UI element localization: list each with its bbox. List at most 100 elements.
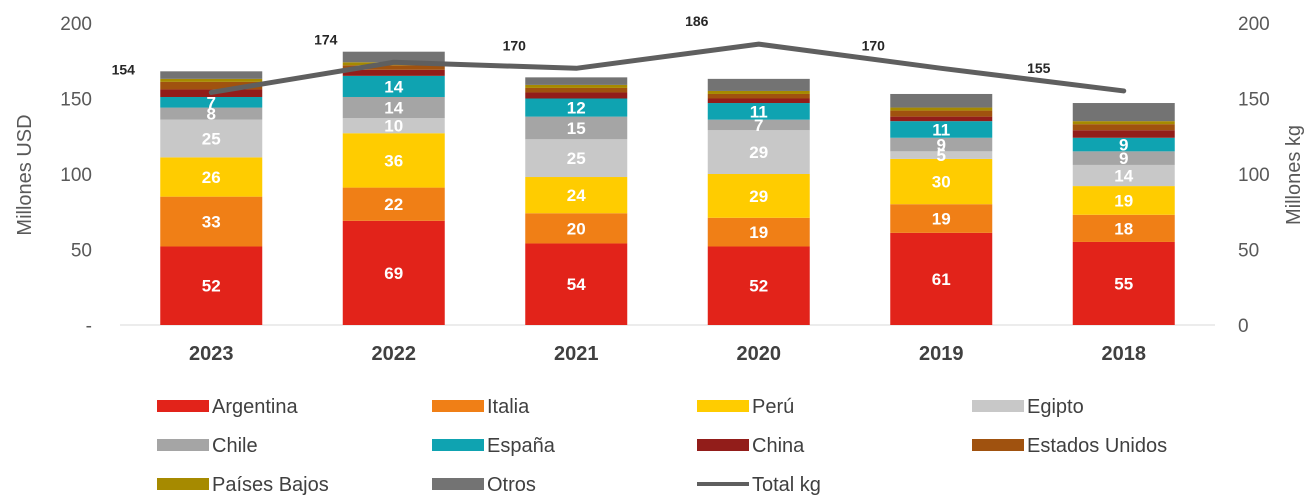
legend-swatch: [697, 400, 749, 412]
total-kg-value-label: 154: [112, 61, 136, 77]
segment-value-label: 55: [1114, 274, 1133, 293]
legend-item: Argentina: [157, 396, 298, 418]
bar-segment: [707, 217, 810, 247]
bar-segment: [890, 158, 993, 205]
bar-segment: [160, 107, 263, 120]
segment-value-label: 11: [750, 102, 768, 121]
legend-label: Argentina: [212, 396, 298, 418]
legend-item: Italia: [432, 396, 530, 418]
legend-item: Otros: [432, 474, 536, 496]
segment-value-label: 24: [567, 186, 586, 205]
bar-segment: [342, 51, 445, 63]
segment-value-label: 26: [202, 168, 221, 187]
legend: Argentina Italia Perú Egipto Chile España Chin…: [157, 396, 1167, 496]
bar-segment: [342, 220, 445, 325]
segment-value-label: 5: [937, 146, 946, 165]
bar-segment: [1072, 130, 1175, 138]
bar-segment: [707, 246, 810, 325]
bar-segment: [707, 103, 810, 120]
bar-segment: [160, 71, 263, 79]
legend-item: Chile: [157, 435, 258, 457]
y-right-tick-label: 150: [1238, 90, 1270, 111]
segment-value-label: 11: [932, 120, 950, 139]
segment-value-label: 52: [749, 277, 768, 296]
legend-label: España: [487, 435, 556, 457]
legend-item: Total kg: [697, 474, 821, 496]
legend-swatch: [697, 439, 749, 451]
segment-value-label: 19: [932, 210, 951, 229]
bar-segment: [707, 119, 810, 131]
legend-label: Italia: [487, 396, 530, 418]
segment-value-label: 22: [384, 195, 403, 214]
legend-swatch: [432, 478, 484, 490]
bar-segment: [1072, 164, 1175, 187]
total-kg-value-label: 170: [862, 37, 886, 53]
bar-segment: [1072, 137, 1175, 152]
bar-segment: [342, 96, 445, 119]
legend-swatch: [432, 400, 484, 412]
segment-value-label: 33: [202, 213, 221, 232]
bar-segment: [707, 174, 810, 218]
segment-value-label: 7: [207, 93, 216, 112]
segment-value-label: 9: [1119, 136, 1128, 155]
legend-label: Estados Unidos: [1027, 435, 1167, 457]
y-left-tick-label: 100: [60, 165, 92, 186]
segment-value-label: 9: [937, 136, 946, 155]
segment-value-label: 54: [567, 275, 586, 294]
legend-label: Chile: [212, 435, 258, 457]
segment-value-label: 19: [749, 223, 768, 242]
bar-segment: [1072, 241, 1175, 325]
segment-value-label: 14: [384, 99, 403, 118]
bar-segment: [707, 98, 810, 104]
segment-value-label: 9: [1119, 149, 1128, 168]
bar-segment: [890, 232, 993, 325]
bar-segment: [707, 130, 810, 174]
bar-segment: [160, 81, 263, 90]
bar-segment: [707, 93, 810, 99]
x-category-label: 2021: [554, 343, 599, 365]
segment-value-label: 20: [567, 219, 586, 238]
legend-item: Estados Unidos: [972, 435, 1167, 457]
bar-segment: [525, 139, 628, 178]
segment-value-label: 15: [567, 119, 586, 138]
segment-labels: 5233262587692236101414542024251512521929…: [202, 77, 1134, 295]
y-axis-left-ticks: - 50 100 150 200: [60, 14, 92, 337]
total-kg-value-label: 186: [685, 13, 709, 29]
bar-segment: [525, 116, 628, 140]
bar-segment: [890, 204, 993, 233]
x-category-label: 2023: [189, 343, 234, 365]
legend-item: Perú: [697, 396, 794, 418]
legend-swatch: [157, 439, 209, 451]
y-axis-left-title: Millones USD: [14, 114, 36, 235]
legend-swatch: [157, 400, 209, 412]
legend-item: España: [432, 435, 556, 457]
bar-segment: [525, 77, 628, 85]
bar-segment: [525, 177, 628, 214]
x-category-label: 2018: [1102, 343, 1147, 365]
segment-value-label: 25: [202, 130, 221, 149]
bar-segment: [1072, 214, 1175, 242]
bar-segment: [1072, 121, 1175, 125]
bar-segment: [160, 196, 263, 247]
legend-swatch: [432, 439, 484, 451]
y-axis-right-ticks: 0 50 100 150 200: [1238, 14, 1270, 337]
x-category-label: 2022: [372, 343, 417, 365]
segment-value-label: 69: [384, 264, 403, 283]
legend-swatch: [157, 478, 209, 490]
legend-label: Perú: [752, 396, 794, 418]
bar-segment: [342, 187, 445, 221]
bar-segment: [342, 133, 445, 188]
bar-segment: [890, 107, 993, 111]
y-left-tick-label: 50: [71, 241, 92, 262]
bar-segment: [525, 87, 628, 93]
axes: Millones USD Millones kg: [14, 114, 1305, 326]
segment-value-label: 14: [384, 77, 403, 96]
segment-value-label: 18: [1114, 219, 1133, 238]
x-category-label: 2019: [919, 343, 964, 365]
bar-segment: [1072, 186, 1175, 215]
bar-segment: [890, 151, 993, 159]
bar-segment: [342, 118, 445, 134]
bar-segment: [342, 69, 445, 76]
bar-segment: [160, 78, 263, 82]
bar-segment: [525, 84, 628, 88]
